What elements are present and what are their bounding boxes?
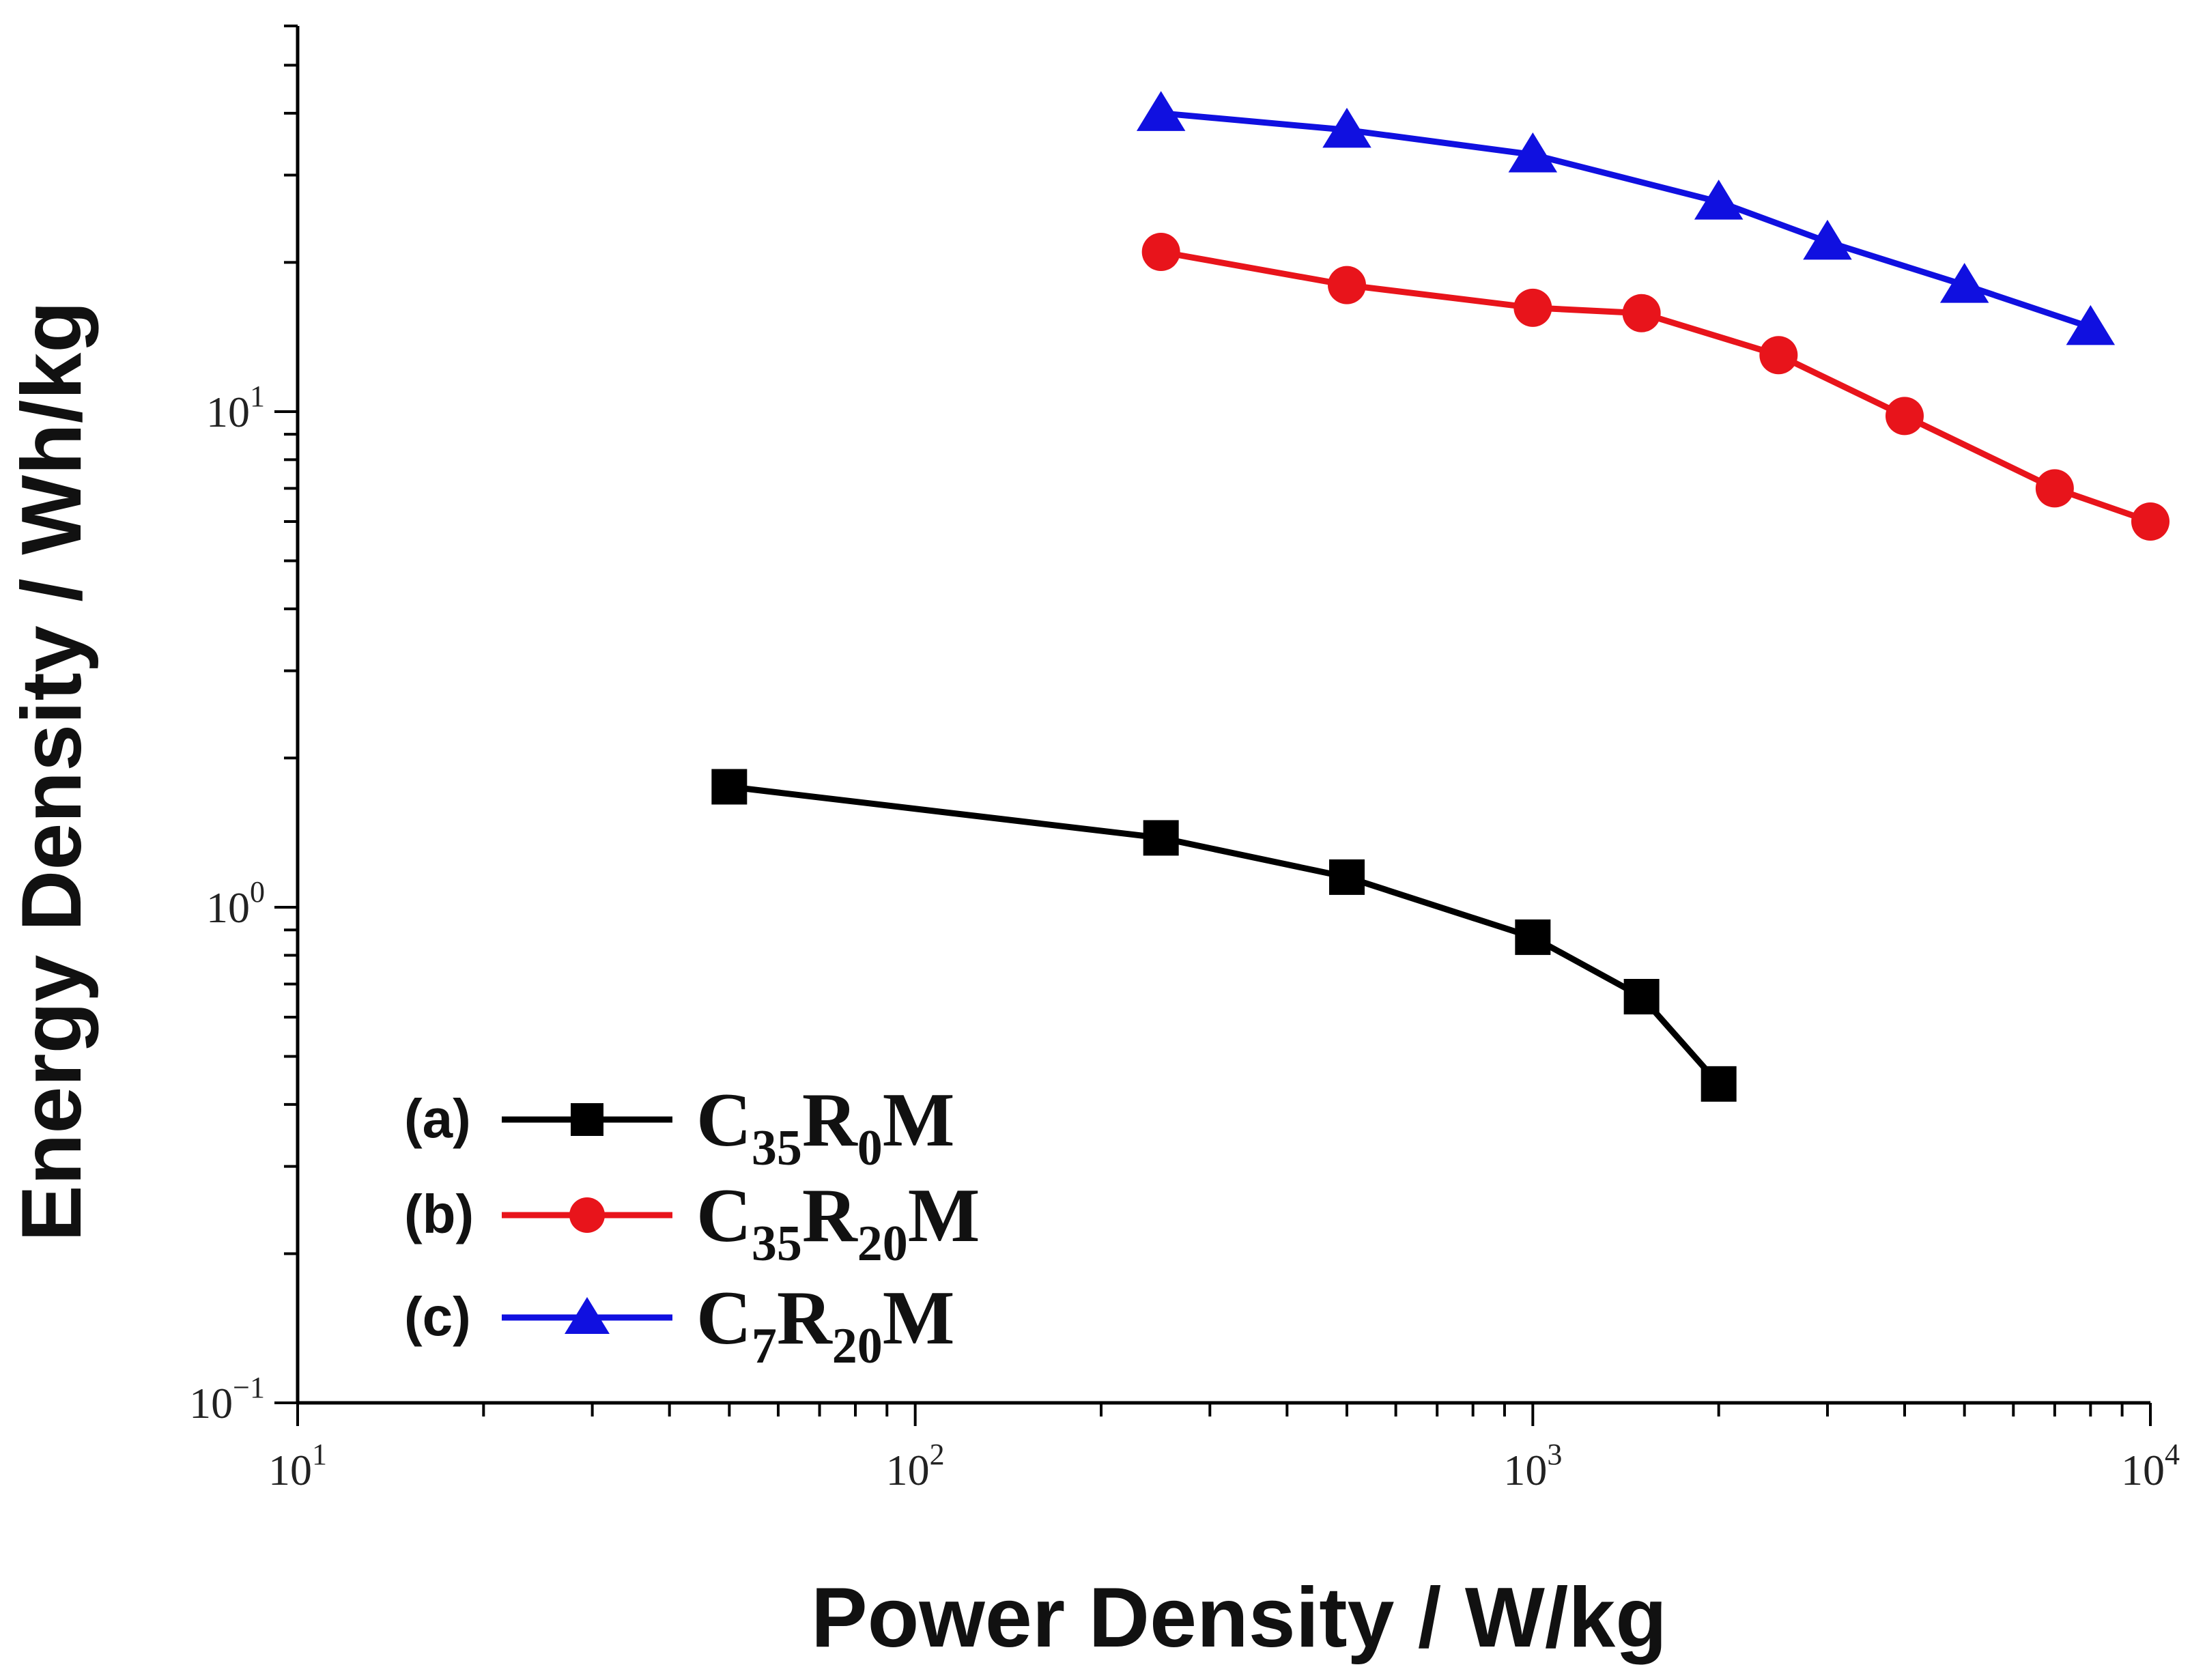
series-line: [1160, 248, 2152, 525]
legend-label: C35R20M: [696, 1173, 980, 1272]
data-point: [1803, 219, 1852, 260]
data-series: [711, 91, 2170, 1102]
data-point: [1328, 266, 1367, 304]
data-point: [2131, 502, 2170, 541]
legend-item: (b) C35R20M: [404, 1173, 980, 1272]
legend-tag: (c): [404, 1286, 471, 1347]
legend-label: C7R20M: [696, 1276, 955, 1374]
y-tick-label: 101: [206, 380, 265, 436]
data-point: [2066, 304, 2116, 345]
y-tick-label: 100: [206, 875, 265, 932]
series-C35R0M: [711, 769, 1737, 1102]
data-point: [1329, 859, 1365, 895]
data-point: [1623, 978, 1660, 1014]
data-point: [1939, 263, 1989, 303]
legend-item: (a) C35R0M: [404, 1078, 955, 1176]
data-point: [1322, 107, 1371, 148]
data-point: [711, 769, 748, 805]
data-point: [1701, 1066, 1737, 1102]
axes: 101 102 103 104 10−1 100 101: [189, 25, 2180, 1494]
x-tick-label: 104: [2121, 1438, 2180, 1494]
y-axis-title: Energy Density / Wh/kg: [5, 301, 99, 1242]
legend-tag: (a): [404, 1088, 471, 1149]
x-tick-label: 101: [268, 1438, 327, 1494]
legend: (a) C35R0M (b) C35R20M (c) C7R20M: [404, 1078, 980, 1374]
data-point: [1885, 397, 1924, 436]
data-point: [1759, 336, 1798, 375]
series-line: [728, 784, 1722, 1086]
data-point: [1141, 233, 1180, 272]
data-point: [1694, 180, 1744, 220]
legend-item: (c) C7R20M: [404, 1276, 955, 1374]
data-point: [1508, 132, 1558, 173]
legend-label: C35R0M: [696, 1078, 955, 1176]
legend-marker: [569, 1197, 605, 1233]
y-tick-label: 10−1: [189, 1371, 265, 1427]
data-point: [1513, 288, 1552, 327]
data-point: [1136, 91, 1186, 131]
series-C35R20M: [1141, 233, 2170, 541]
data-point: [1143, 820, 1179, 856]
x-tick-label: 102: [886, 1438, 945, 1494]
x-axis-title: Power Density / W/kg: [811, 1571, 1667, 1665]
legend-marker: [565, 1297, 610, 1334]
legend-marker: [571, 1103, 603, 1136]
legend-tag: (b): [404, 1184, 474, 1244]
data-point: [1515, 919, 1551, 955]
series-C7R20M: [1136, 91, 2116, 345]
data-point: [1622, 294, 1661, 332]
data-point: [2035, 469, 2074, 508]
x-tick-label: 103: [1503, 1438, 1562, 1494]
